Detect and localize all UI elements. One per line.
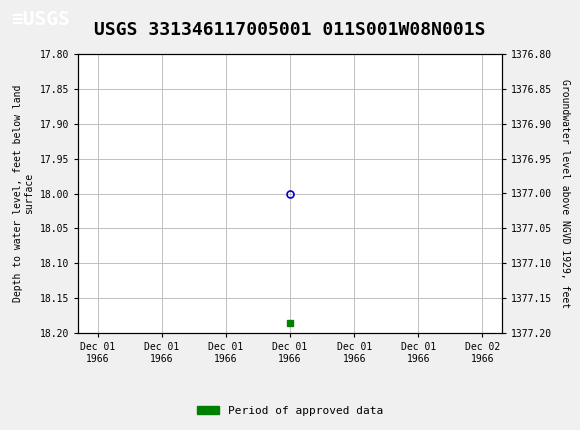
Legend: Period of approved data: Period of approved data bbox=[193, 401, 387, 420]
Y-axis label: Groundwater level above NGVD 1929, feet: Groundwater level above NGVD 1929, feet bbox=[560, 79, 570, 308]
Y-axis label: Depth to water level, feet below land
surface: Depth to water level, feet below land su… bbox=[13, 85, 34, 302]
Text: ≡USGS: ≡USGS bbox=[12, 10, 70, 29]
Text: USGS 331346117005001 011S001W08N001S: USGS 331346117005001 011S001W08N001S bbox=[94, 21, 486, 39]
